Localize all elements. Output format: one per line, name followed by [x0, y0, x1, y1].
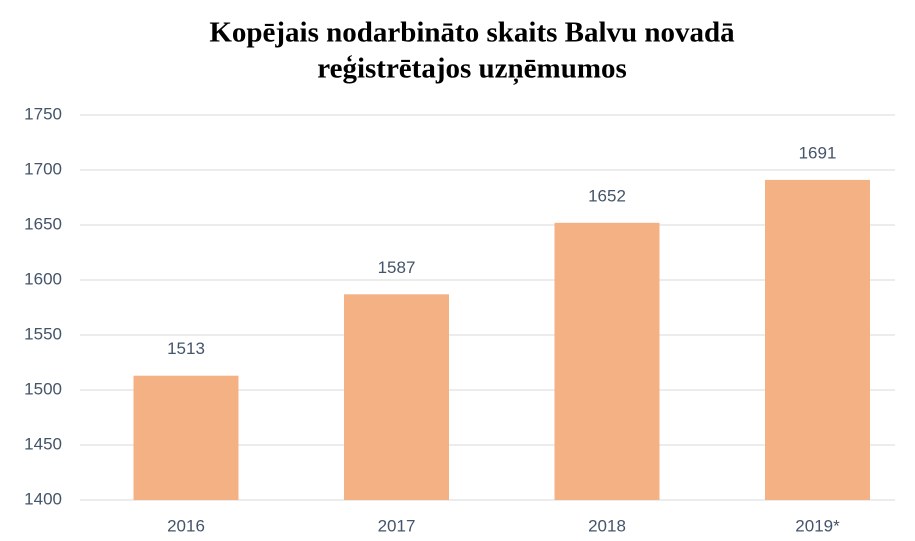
bar: [765, 179, 870, 500]
chart-title: reģistrētajos uzņēmumos: [317, 53, 627, 86]
y-tick-label: 1600: [24, 269, 62, 288]
y-tick-label: 1750: [24, 104, 62, 123]
y-tick-label: 1700: [24, 159, 62, 178]
x-tick-label: 2018: [588, 516, 626, 535]
x-tick-label: 2017: [378, 516, 416, 535]
x-tick-label: 2016: [167, 516, 205, 535]
y-tick-label: 1650: [24, 214, 62, 233]
data-label: 1513: [167, 339, 205, 358]
data-label: 1652: [588, 186, 626, 205]
bar: [344, 294, 449, 500]
chart-title: Kopējais nodarbināto skaits Balvu novadā: [209, 17, 735, 49]
y-tick-label: 1450: [24, 434, 62, 453]
data-label: 1691: [799, 143, 837, 162]
y-tick-label: 1550: [24, 324, 62, 343]
x-tick-label: 2019*: [795, 516, 840, 535]
data-label: 1587: [378, 258, 416, 277]
bar: [554, 222, 660, 501]
y-tick-label: 1500: [24, 379, 62, 398]
y-tick-label: 1400: [24, 489, 62, 508]
bar: [133, 375, 239, 500]
